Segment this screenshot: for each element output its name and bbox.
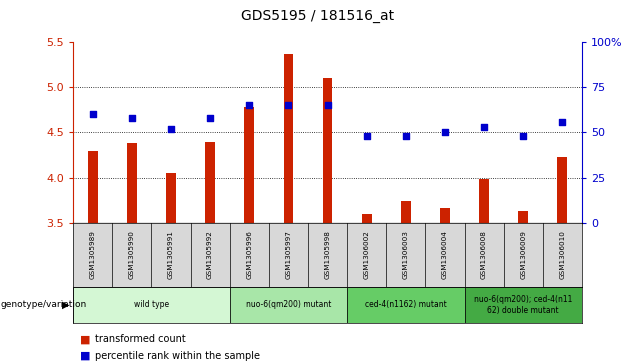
Bar (464, 287, 582, 323)
Text: ■: ■ (80, 351, 90, 361)
Text: transformed count: transformed count (95, 334, 186, 344)
Point (205, 115, 215, 121)
Text: GSM1305998: GSM1305998 (324, 231, 331, 280)
Text: ▶: ▶ (62, 300, 70, 310)
Text: nuo-6(qm200) mutant: nuo-6(qm200) mutant (245, 301, 331, 309)
Text: ■: ■ (80, 334, 90, 344)
Bar (127, 143, 137, 223)
Point (362, 133, 372, 139)
Point (244, 102, 254, 108)
Bar (479, 179, 489, 223)
Bar (347, 287, 464, 323)
Text: genotype/variation: genotype/variation (1, 301, 87, 309)
Text: GSM1306010: GSM1306010 (560, 231, 565, 280)
Text: ced-4(n1162) mutant: ced-4(n1162) mutant (365, 301, 446, 309)
Bar (401, 200, 411, 223)
Text: wild type: wild type (134, 301, 169, 309)
Point (322, 102, 333, 108)
Text: GDS5195 / 181516_at: GDS5195 / 181516_at (242, 9, 394, 23)
Bar (440, 208, 450, 223)
Bar (244, 107, 254, 223)
Bar (322, 78, 333, 223)
Text: GSM1305990: GSM1305990 (129, 231, 135, 280)
Text: GSM1305991: GSM1305991 (168, 231, 174, 280)
Bar (230, 287, 347, 323)
Bar (558, 157, 567, 223)
Bar (518, 211, 528, 223)
Bar (205, 142, 215, 223)
Point (166, 126, 176, 132)
Text: GSM1306002: GSM1306002 (364, 231, 370, 280)
Text: GSM1306003: GSM1306003 (403, 231, 409, 280)
Point (518, 133, 529, 139)
Point (401, 133, 411, 139)
Bar (88, 151, 97, 223)
Point (557, 119, 567, 125)
Text: GSM1305992: GSM1305992 (207, 231, 213, 280)
Point (283, 102, 293, 108)
Bar (284, 54, 293, 223)
Text: percentile rank within the sample: percentile rank within the sample (95, 351, 260, 361)
Text: GSM1305997: GSM1305997 (286, 231, 291, 280)
Text: GSM1305989: GSM1305989 (90, 231, 95, 280)
Text: GSM1305996: GSM1305996 (246, 231, 252, 280)
Point (479, 124, 489, 130)
Point (440, 130, 450, 135)
Bar (362, 214, 371, 223)
Text: nuo-6(qm200); ced-4(n11
62) double mutant: nuo-6(qm200); ced-4(n11 62) double mutan… (474, 295, 572, 315)
Point (127, 115, 137, 121)
Text: GSM1306008: GSM1306008 (481, 231, 487, 280)
Text: GSM1306009: GSM1306009 (520, 231, 526, 280)
Bar (166, 174, 176, 223)
Bar (73, 287, 230, 323)
Text: GSM1306004: GSM1306004 (442, 231, 448, 280)
Point (88, 111, 98, 117)
